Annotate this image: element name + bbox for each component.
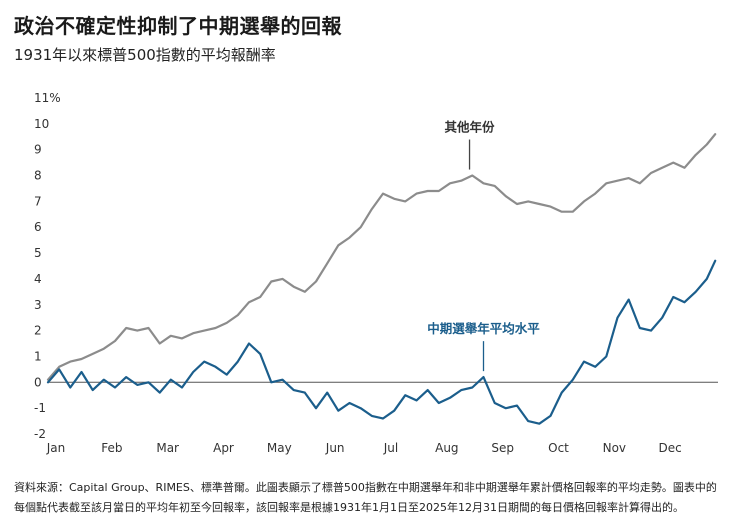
midterm-years-line (46, 259, 717, 425)
y-tick-label: 7 (34, 194, 42, 208)
y-tick-label: 9 (34, 143, 42, 157)
chart-title: 政治不確定性抑制了中期選舉的回報 (14, 14, 342, 38)
x-tick-label: Jan (46, 441, 66, 455)
y-tick-label: -2 (34, 427, 46, 441)
y-tick-label: 4 (34, 272, 42, 286)
y-tick-label: 3 (34, 298, 42, 312)
y-tick-label: 11% (34, 91, 61, 105)
x-tick-label: Nov (603, 441, 626, 455)
x-tick-label: Oct (548, 441, 569, 455)
x-tick-label: Jul (383, 441, 398, 455)
other-years-line (46, 133, 717, 381)
y-tick-label: 8 (34, 169, 42, 183)
y-tick-label: -1 (34, 401, 46, 415)
y-tick-label: 6 (34, 220, 42, 234)
y-tick-label: 1 (34, 349, 42, 363)
x-tick-label: May (267, 441, 292, 455)
x-tick-label: Jun (325, 441, 345, 455)
y-tick-label: 5 (34, 246, 42, 260)
x-tick-label: Apr (213, 441, 234, 455)
x-tick-label: Aug (435, 441, 458, 455)
chart-subtitle: 1931年以來標普500指數的平均報酬率 (14, 46, 276, 64)
y-tick-label: 10 (34, 117, 49, 131)
source-footnote: 資料來源：Capital Group、RIMES、標準普爾。此圖表顯示了標普50… (14, 481, 717, 514)
other-years-label: 其他年份 (445, 120, 496, 135)
midterm-years-label: 中期選舉年平均水平 (427, 321, 540, 336)
y-tick-label: 2 (34, 324, 42, 338)
x-tick-label: Sep (491, 441, 514, 455)
x-tick-label: Mar (156, 441, 179, 455)
x-tick-label: Dec (659, 441, 682, 455)
x-tick-label: Feb (101, 441, 122, 455)
y-tick-label: 0 (34, 375, 42, 389)
